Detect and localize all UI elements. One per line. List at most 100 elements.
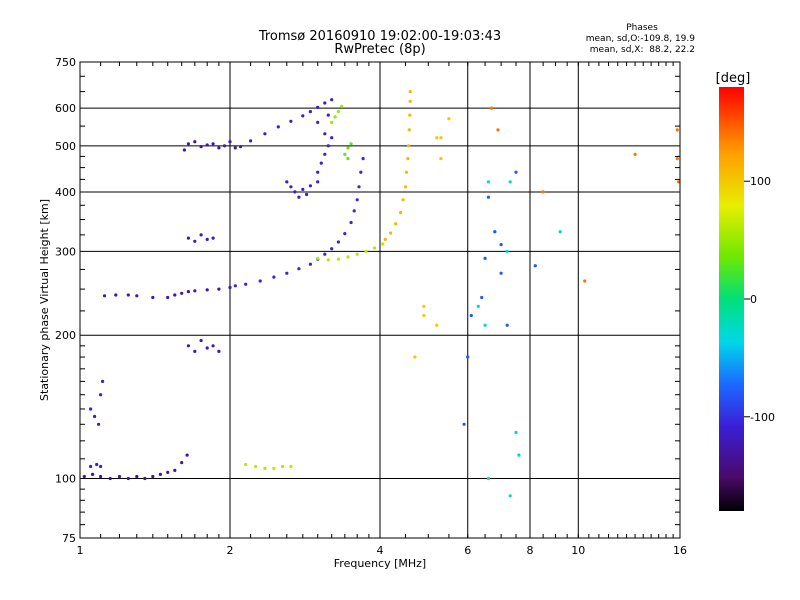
data-point <box>211 142 215 146</box>
data-point <box>383 237 387 241</box>
data-point <box>319 161 323 165</box>
data-point <box>435 136 439 140</box>
data-point <box>239 145 243 149</box>
data-point <box>359 170 363 174</box>
data-point <box>346 255 350 259</box>
data-point <box>276 125 280 129</box>
data-point <box>403 185 408 189</box>
data-point <box>285 180 289 184</box>
data-point <box>263 132 267 136</box>
data-point <box>263 466 267 470</box>
data-point <box>211 344 215 348</box>
data-point <box>483 323 487 327</box>
data-point <box>490 106 494 110</box>
data-point <box>135 474 139 479</box>
data-point <box>293 190 297 194</box>
data-point <box>182 148 186 152</box>
data-point <box>355 198 359 202</box>
data-point <box>514 430 518 434</box>
data-point <box>217 146 221 150</box>
data-point <box>185 453 189 457</box>
data-point <box>205 288 209 292</box>
data-point <box>323 132 327 136</box>
data-point <box>222 144 227 148</box>
x-tick-label: 4 <box>377 544 384 557</box>
data-point <box>496 128 500 132</box>
data-point <box>439 136 443 140</box>
x-tick-label: 1 <box>77 544 84 557</box>
data-point <box>297 195 301 199</box>
data-point <box>326 144 330 148</box>
data-point <box>316 256 320 260</box>
data-point <box>343 152 347 156</box>
data-point <box>217 349 221 353</box>
data-point <box>352 209 356 213</box>
data-point <box>316 120 320 124</box>
data-point <box>205 143 209 147</box>
data-point <box>305 192 309 197</box>
colorbar-label: [deg] <box>716 71 751 86</box>
data-point <box>193 239 197 243</box>
data-point <box>308 110 312 114</box>
data-point <box>677 180 681 184</box>
data-point <box>349 220 353 225</box>
chart-subtitle: RwPretec (8p) <box>334 42 425 57</box>
data-point <box>330 120 334 124</box>
data-point <box>289 119 293 123</box>
data-point <box>408 99 412 103</box>
colorbar-tick-label: 100 <box>750 175 771 188</box>
data-point <box>476 304 480 308</box>
data-point <box>486 195 490 199</box>
data-point <box>466 355 470 359</box>
data-point <box>357 185 361 189</box>
data-point <box>253 464 258 469</box>
data-point <box>514 170 518 174</box>
data-point <box>199 145 203 149</box>
data-point <box>439 157 443 161</box>
data-point <box>281 464 285 469</box>
data-point <box>89 407 93 411</box>
data-point <box>217 287 221 291</box>
data-point <box>633 152 637 156</box>
data-point <box>336 257 340 261</box>
y-tick-label: 400 <box>55 186 76 199</box>
data-point <box>326 258 330 262</box>
x-tick-label: 8 <box>527 544 534 557</box>
data-point <box>82 474 86 479</box>
data-point <box>422 304 426 308</box>
data-point <box>180 291 184 295</box>
data-point <box>143 476 147 481</box>
data-point <box>205 346 209 350</box>
data-point <box>326 113 330 117</box>
colorbar-tick-label: -100 <box>750 411 775 424</box>
data-point <box>336 110 340 114</box>
y-tick-label: 75 <box>62 532 76 545</box>
data-point <box>435 323 439 327</box>
data-point <box>349 142 353 146</box>
data-point <box>364 249 368 253</box>
data-point <box>151 295 155 300</box>
data-point <box>316 180 320 184</box>
data-point <box>95 462 99 467</box>
data-point <box>173 468 177 472</box>
data-point <box>258 279 262 283</box>
data-point <box>126 293 130 297</box>
data-point <box>462 422 466 426</box>
data-point <box>91 472 95 476</box>
data-point <box>422 313 426 318</box>
data-point <box>372 246 377 250</box>
data-point <box>346 146 350 150</box>
data-point <box>316 170 320 174</box>
data-point <box>330 247 334 251</box>
y-axis-label: Stationary phase Virtual Height [km] <box>38 199 51 401</box>
data-point <box>399 211 403 215</box>
data-point <box>483 256 487 260</box>
data-point <box>108 476 112 481</box>
data-point <box>301 187 305 191</box>
data-point <box>99 474 103 479</box>
y-tick-label: 100 <box>55 473 76 486</box>
data-point <box>517 453 521 457</box>
data-point <box>205 237 209 241</box>
data-point <box>486 180 490 184</box>
